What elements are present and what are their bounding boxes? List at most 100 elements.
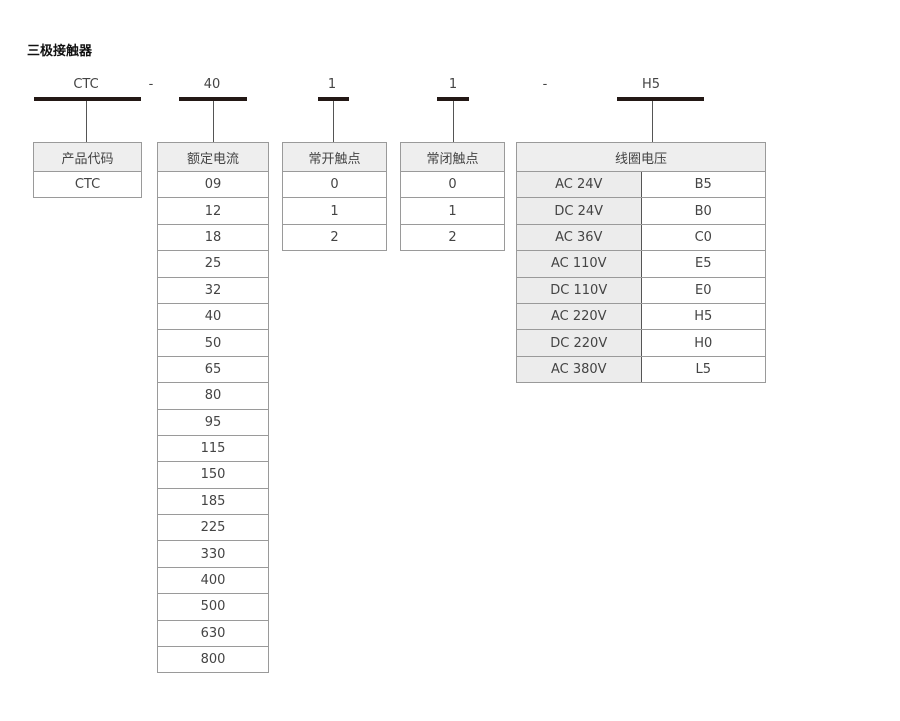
connector-line [213,101,214,142]
bar [437,97,469,101]
code-cell: E0 [640,276,766,304]
table-row: 80 [157,382,269,410]
table-cell: 500 [157,593,269,621]
model-part-product-code: CTC [73,77,99,92]
table-cell: 2 [282,223,387,252]
table-cell: 18 [157,223,269,252]
table-row: 50 [157,329,269,357]
product-code-table: 产品代码 CTC [33,142,142,199]
model-part-nc-contacts: 1 [448,77,458,92]
header-row: 线圈电压 [516,142,766,172]
table-row: AC 110V E5 [516,250,766,278]
table-row: 330 [157,540,269,568]
table-cell: 150 [157,461,269,489]
table-row: 0 [400,170,505,199]
table-row: 12 [157,197,269,225]
column-header: 额定电流 [157,142,269,172]
column-header: 常开触点 [282,142,387,172]
table-row: AC 220V H5 [516,302,766,331]
table-cell: 40 [157,302,269,331]
model-part-no-contacts: 1 [327,77,337,92]
table-row: DC 110V E0 [516,276,766,304]
nc-contacts-table: 常闭触点 0 1 2 [400,142,505,252]
table-row: 09 [157,170,269,199]
table-row: 800 [157,646,269,674]
table-row: AC 24V B5 [516,170,766,199]
connector-line [453,101,454,142]
code-cell: L5 [640,355,766,384]
coil-voltage-table: 线圈电压 AC 24V B5 DC 24V B0 AC 36V C0 AC 110V E5 DC … [516,142,766,384]
table-cell: 115 [157,434,269,463]
table-cell: 185 [157,487,269,516]
table-cell: 225 [157,514,269,542]
code-cell: C0 [640,223,766,252]
table-cell: 630 [157,619,269,648]
table-row: 115 [157,434,269,463]
table-row: 1 [400,197,505,225]
connector-line [333,101,334,142]
code-cell: B0 [640,197,766,225]
model-separator: - [148,77,154,92]
bar [318,97,349,101]
table-cell: 800 [157,646,269,674]
rated-current-table: 额定电流 09 12 18 25 32 40 50 65 80 95 115 150 185 225 330 4… [157,142,269,674]
voltage-cell: AC 110V [516,250,642,278]
voltage-cell: DC 24V [516,197,642,225]
voltage-cell: AC 36V [516,223,642,252]
code-cell: H5 [640,302,766,331]
table-row: 500 [157,593,269,621]
voltage-cell: AC 380V [516,355,642,384]
column-header: 产品代码 [33,142,142,172]
table-row: DC 220V H0 [516,329,766,357]
code-cell: H0 [640,329,766,357]
table-cell: 1 [282,197,387,225]
table-row: 185 [157,487,269,516]
table-row: CTC [33,170,142,199]
bar [617,97,704,101]
table-row: 40 [157,302,269,331]
table-cell: 0 [282,170,387,199]
voltage-cell: AC 220V [516,302,642,331]
column-header: 常闭触点 [400,142,505,172]
table-row: 2 [282,223,387,252]
table-cell: 65 [157,355,269,384]
connector-line [652,101,653,142]
voltage-cell: DC 110V [516,276,642,304]
table-row: 95 [157,408,269,436]
voltage-cell: AC 24V [516,170,642,199]
table-cell: 50 [157,329,269,357]
header-row: 常闭触点 [400,142,505,172]
column-header: 线圈电压 [516,142,766,172]
table-cell: 32 [157,276,269,304]
header-row: 常开触点 [282,142,387,172]
table-row: 1 [282,197,387,225]
table-row: 65 [157,355,269,384]
table-cell: 330 [157,540,269,568]
table-row: 2 [400,223,505,252]
bar [34,97,141,101]
code-cell: B5 [640,170,766,199]
table-row: 400 [157,566,269,595]
table-row: 32 [157,276,269,304]
table-row: AC 36V C0 [516,223,766,252]
page-title: 三极接触器 [27,44,93,59]
no-contacts-table: 常开触点 0 1 2 [282,142,387,252]
table-cell: 80 [157,382,269,410]
table-row: 18 [157,223,269,252]
table-row: 25 [157,250,269,278]
model-separator: - [542,77,548,92]
table-cell: 0 [400,170,505,199]
table-cell: 2 [400,223,505,252]
table-cell: CTC [33,170,142,199]
table-cell: 1 [400,197,505,225]
code-cell: E5 [640,250,766,278]
voltage-cell: DC 220V [516,329,642,357]
table-cell: 95 [157,408,269,436]
table-row: 150 [157,461,269,489]
header-row: 产品代码 [33,142,142,172]
connector-line [86,101,87,142]
header-row: 额定电流 [157,142,269,172]
table-row: 0 [282,170,387,199]
table-row: AC 380V L5 [516,355,766,384]
table-row: DC 24V B0 [516,197,766,225]
